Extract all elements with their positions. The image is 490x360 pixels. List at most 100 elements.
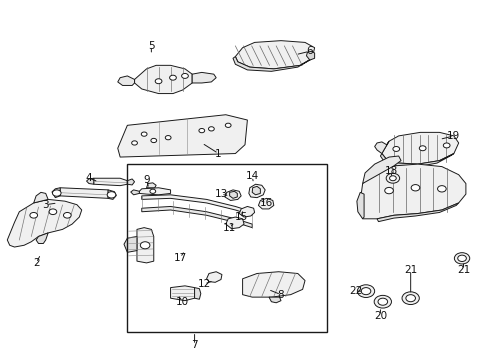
Circle shape bbox=[390, 176, 396, 181]
Text: 21: 21 bbox=[404, 265, 417, 275]
Circle shape bbox=[386, 173, 400, 183]
Polygon shape bbox=[306, 51, 315, 60]
Text: 19: 19 bbox=[447, 131, 461, 141]
Text: 1: 1 bbox=[215, 149, 222, 158]
Circle shape bbox=[199, 129, 205, 133]
Text: 6: 6 bbox=[307, 46, 313, 56]
Polygon shape bbox=[382, 132, 459, 164]
Circle shape bbox=[64, 212, 71, 218]
Circle shape bbox=[165, 136, 171, 140]
Polygon shape bbox=[377, 203, 459, 222]
Polygon shape bbox=[243, 272, 305, 297]
Circle shape bbox=[209, 127, 214, 131]
Text: 4: 4 bbox=[86, 173, 92, 183]
Circle shape bbox=[385, 188, 393, 194]
Text: 12: 12 bbox=[197, 279, 211, 289]
Polygon shape bbox=[118, 76, 135, 85]
Circle shape bbox=[132, 141, 137, 145]
Circle shape bbox=[150, 189, 156, 193]
Polygon shape bbox=[124, 237, 137, 252]
Polygon shape bbox=[225, 190, 241, 201]
Circle shape bbox=[443, 143, 450, 148]
Text: 11: 11 bbox=[223, 222, 236, 233]
Text: 7: 7 bbox=[191, 340, 198, 350]
Circle shape bbox=[419, 146, 426, 151]
Circle shape bbox=[438, 186, 446, 192]
Polygon shape bbox=[52, 188, 60, 198]
Polygon shape bbox=[87, 178, 94, 184]
Circle shape bbox=[155, 79, 162, 84]
Text: 20: 20 bbox=[374, 311, 387, 321]
Polygon shape bbox=[131, 190, 139, 195]
Circle shape bbox=[151, 138, 157, 143]
Circle shape bbox=[454, 253, 470, 264]
Polygon shape bbox=[127, 179, 135, 185]
Text: 16: 16 bbox=[260, 198, 273, 208]
Circle shape bbox=[357, 285, 375, 297]
Polygon shape bbox=[142, 207, 252, 228]
Circle shape bbox=[374, 295, 392, 308]
Text: 2: 2 bbox=[33, 258, 39, 268]
Text: 17: 17 bbox=[173, 253, 187, 262]
Polygon shape bbox=[137, 228, 154, 263]
Polygon shape bbox=[207, 272, 222, 282]
Polygon shape bbox=[233, 57, 312, 71]
Circle shape bbox=[393, 147, 400, 152]
Polygon shape bbox=[249, 184, 265, 198]
Polygon shape bbox=[357, 192, 364, 219]
Text: 5: 5 bbox=[148, 41, 155, 51]
Polygon shape bbox=[239, 207, 255, 217]
Circle shape bbox=[52, 190, 61, 196]
Text: 8: 8 bbox=[278, 290, 284, 300]
Circle shape bbox=[30, 212, 38, 218]
Text: 9: 9 bbox=[143, 175, 150, 185]
Polygon shape bbox=[147, 183, 156, 188]
Polygon shape bbox=[252, 186, 260, 195]
Polygon shape bbox=[34, 192, 48, 203]
Circle shape bbox=[402, 292, 419, 305]
Polygon shape bbox=[258, 198, 274, 209]
Text: 15: 15 bbox=[235, 212, 248, 222]
Text: 14: 14 bbox=[245, 171, 259, 181]
Circle shape bbox=[107, 192, 116, 198]
Polygon shape bbox=[360, 164, 466, 219]
Polygon shape bbox=[94, 178, 127, 186]
Text: 13: 13 bbox=[214, 189, 228, 199]
Polygon shape bbox=[375, 141, 389, 154]
Circle shape bbox=[411, 185, 420, 191]
Polygon shape bbox=[7, 199, 82, 247]
Polygon shape bbox=[269, 297, 281, 303]
Polygon shape bbox=[192, 72, 216, 83]
Circle shape bbox=[378, 298, 388, 305]
Polygon shape bbox=[363, 156, 401, 184]
Polygon shape bbox=[230, 191, 237, 198]
Text: 3: 3 bbox=[43, 200, 49, 210]
Polygon shape bbox=[380, 154, 454, 167]
Circle shape bbox=[49, 209, 57, 215]
Circle shape bbox=[225, 123, 231, 127]
Polygon shape bbox=[171, 286, 195, 301]
Bar bbox=[127, 164, 327, 332]
Polygon shape bbox=[36, 233, 48, 243]
Polygon shape bbox=[142, 195, 252, 215]
Text: 18: 18 bbox=[385, 166, 398, 176]
Circle shape bbox=[182, 73, 188, 78]
Polygon shape bbox=[108, 190, 116, 199]
Polygon shape bbox=[139, 188, 171, 195]
Ellipse shape bbox=[172, 131, 198, 141]
Circle shape bbox=[141, 132, 147, 136]
Polygon shape bbox=[60, 188, 108, 198]
Circle shape bbox=[406, 294, 416, 302]
Text: 21: 21 bbox=[457, 265, 470, 275]
Circle shape bbox=[458, 255, 466, 261]
Circle shape bbox=[140, 242, 150, 249]
Polygon shape bbox=[226, 217, 244, 229]
Polygon shape bbox=[235, 41, 315, 69]
Text: 22: 22 bbox=[349, 286, 362, 296]
Polygon shape bbox=[135, 66, 192, 94]
Circle shape bbox=[170, 75, 176, 80]
Circle shape bbox=[361, 288, 371, 294]
Text: 10: 10 bbox=[176, 297, 189, 307]
Polygon shape bbox=[118, 115, 247, 157]
Polygon shape bbox=[195, 288, 201, 299]
